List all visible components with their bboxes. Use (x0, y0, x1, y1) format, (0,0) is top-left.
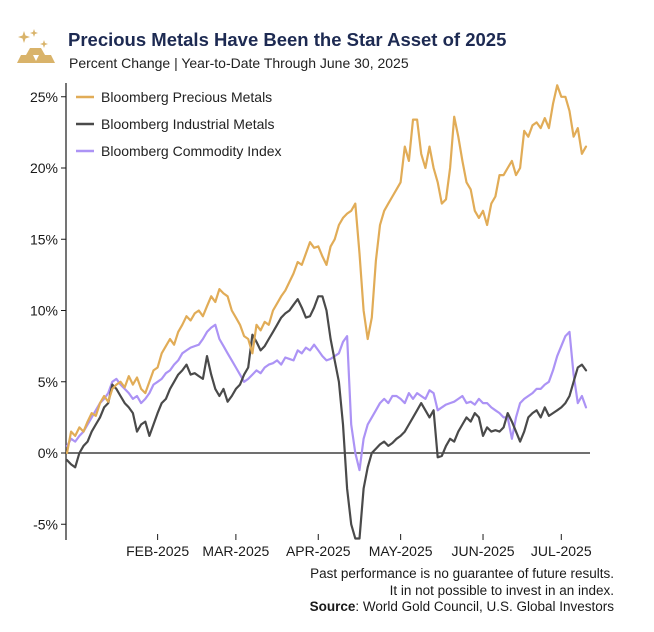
y-tick-label: 0% (38, 445, 58, 461)
series-line-bloomberg-commodity-index (65, 323, 588, 472)
source-label: Source (309, 599, 356, 614)
axes: -5% 0% 5% 10% 15% 20% 25% FEB-2025 MAR-2025 APR-2… (30, 83, 592, 559)
x-tick-label: FEB-2025 (126, 543, 189, 559)
x-tick-label: JUL-2025 (531, 543, 592, 559)
chart-subtitle: Percent Change | Year-to-Date Through Ju… (69, 55, 409, 71)
x-tick-label: APR-2025 (286, 543, 351, 559)
series-line-bloomberg-industrial-metals (65, 295, 588, 540)
y-tick-label: 15% (30, 231, 58, 247)
disclaimer-performance: Past performance is no guarantee of futu… (310, 566, 614, 581)
legend-label: Bloomberg Industrial Metals (101, 116, 275, 132)
y-tick-label: 5% (38, 374, 58, 390)
x-tick-label: MAY-2025 (369, 543, 433, 559)
y-tick-label: 10% (30, 303, 58, 319)
y-tick-label: 20% (30, 160, 58, 176)
series-line-bloomberg-precious-metals (65, 84, 588, 455)
disclaimer-index: It in not possible to invest in an index… (389, 582, 614, 598)
legend-label: Bloomberg Precious Metals (101, 89, 272, 105)
y-tick-label: 25% (30, 89, 58, 105)
y-tick-label: -5% (33, 516, 58, 532)
footer: Past performance is no guarantee of futu… (310, 566, 614, 616)
gold-bars-sparkle-icon (17, 29, 55, 63)
chart-title: Precious Metals Have Been the Star Asset… (68, 29, 507, 50)
legend: Bloomberg Precious Metals Bloomberg Indus… (76, 89, 282, 159)
x-tick-label: MAR-2025 (202, 543, 269, 559)
series-lines (65, 84, 588, 540)
source-line: Source: World Gold Council, U.S. Global … (310, 599, 614, 616)
x-tick-label: JUN-2025 (452, 543, 515, 559)
legend-label: Bloomberg Commodity Index (101, 143, 282, 159)
source-text: : World Gold Council, U.S. Global Invest… (355, 599, 614, 614)
